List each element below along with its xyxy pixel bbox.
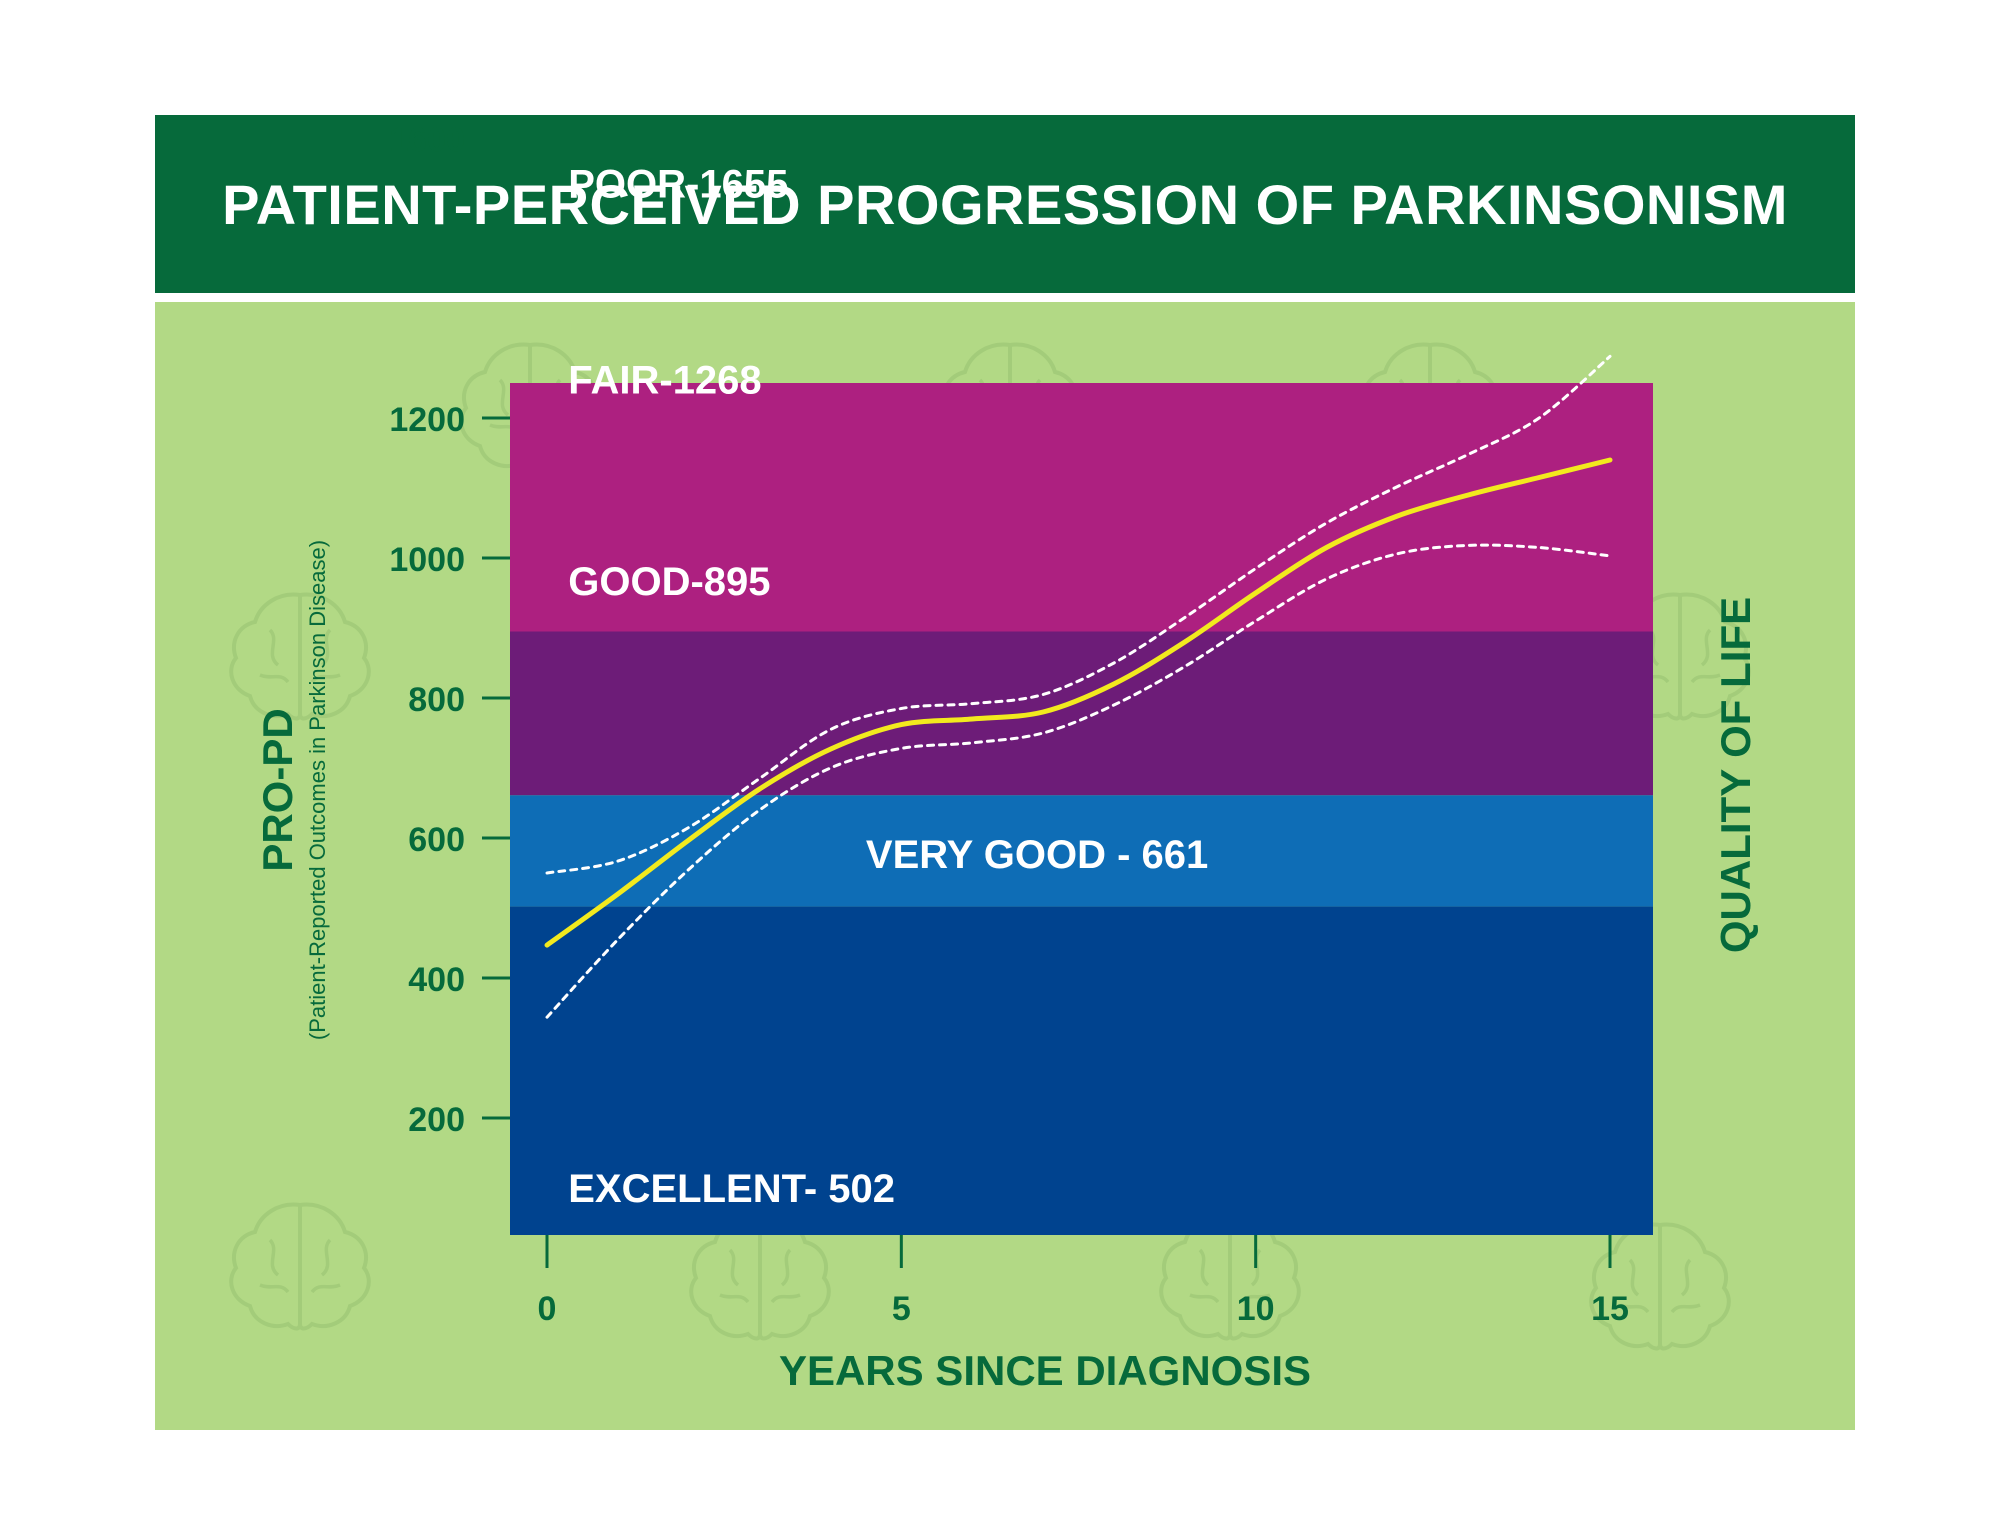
y-tick-label-4: 1000 <box>389 541 465 579</box>
band-3 <box>510 795 1653 907</box>
band-label-4: EXCELLENT- 502 <box>568 1167 895 1211</box>
series-line-lower <box>545 543 1612 1019</box>
x-tick-label-1: 5 <box>892 1290 911 1328</box>
y-tick-label-1: 400 <box>408 961 465 999</box>
right-axis-label: QUALITY OF LIFE <box>1712 597 1759 953</box>
band-value-1: 1268 <box>673 359 762 403</box>
y-tick-label-2: 600 <box>408 821 465 859</box>
axes: 200 400 600 800 1000 1200 1600 0 5 10 15 <box>389 121 1629 1328</box>
band-name-4: EXCELLENT- <box>568 1167 828 1211</box>
band-2 <box>510 631 1653 796</box>
band-name-1: FAIR- <box>568 359 672 403</box>
band-4 <box>510 906 1653 1235</box>
title-bar: PATIENT-PERCEIVED PROGRESSION OF PARKINS… <box>155 115 1855 293</box>
quality-bands <box>510 383 1653 1235</box>
band-label-3: VERY GOOD - 661 <box>866 833 1208 877</box>
band-value-0: 1655 <box>699 163 788 207</box>
band-label-0: POOR-1655 <box>568 163 788 207</box>
y-tick-label-6: 1600 <box>389 121 465 159</box>
band-label-2: GOOD-895 <box>568 560 770 604</box>
band-name-3: VERY GOOD - <box>866 833 1142 877</box>
band-value-2: 895 <box>704 560 771 604</box>
chart-title: PATIENT-PERCEIVED PROGRESSION OF PARKINS… <box>222 172 1788 236</box>
band-name-2: GOOD- <box>568 560 704 604</box>
axis-labels: YEARS SINCE DIAGNOSIS PRO-PD (Patient-Re… <box>254 540 1759 1394</box>
series-line-estimate <box>544 457 1613 948</box>
y-tick-label-3: 800 <box>408 681 465 719</box>
band-name-0: POOR- <box>568 163 699 207</box>
band-value-4: 502 <box>828 1167 895 1211</box>
x-tick-label-3: 15 <box>1591 1290 1629 1328</box>
y-tick-label-5: 1200 <box>389 401 465 439</box>
band-1 <box>510 383 1653 632</box>
y-axis-label: PRO-PD <box>254 708 301 871</box>
band-label-1: FAIR-1268 <box>568 359 761 403</box>
data-series <box>544 354 1613 1019</box>
x-tick-label-0: 0 <box>538 1290 557 1328</box>
band-value-3: 661 <box>1142 833 1209 877</box>
y-axis-sublabel: (Patient-Reported Outcomes in Parkinson … <box>305 540 330 1040</box>
x-axis-label: YEARS SINCE DIAGNOSIS <box>779 1347 1311 1394</box>
band-labels: POOR-1655 FAIR-1268 GOOD-895 VERY GOOD - 66… <box>568 163 1208 1212</box>
x-tick-label-2: 10 <box>1237 1290 1275 1328</box>
y-tick-label-0: 200 <box>408 1101 465 1139</box>
series-line-upper <box>545 354 1612 875</box>
